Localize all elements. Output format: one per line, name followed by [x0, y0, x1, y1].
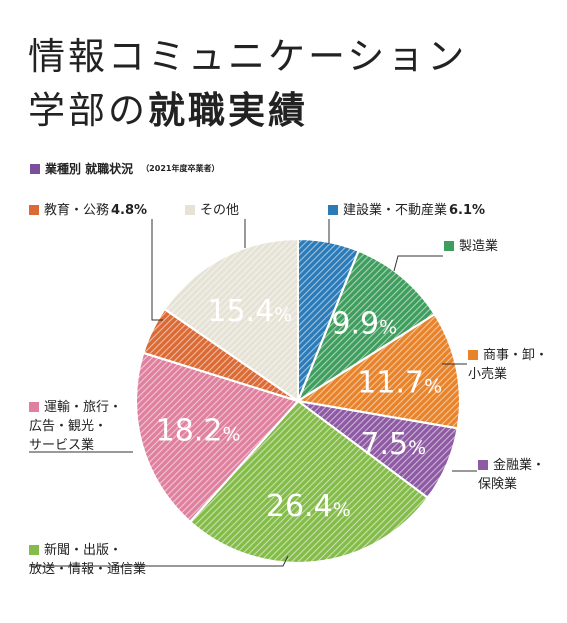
legend-label-line: 広告・観光・	[29, 419, 108, 434]
legend-entry: 新聞・出版・放送・情報・通信業	[29, 541, 146, 579]
legend-label-line: 教育・公務 4.8%	[29, 201, 147, 220]
pie-slice-hatch-7	[163, 237, 299, 403]
slice-value-label: 9.9%	[331, 306, 397, 341]
legend-label-line: 放送・情報・通信業	[29, 562, 147, 577]
legend-percent: 6.1%	[449, 203, 486, 218]
subtitle-text: 業種別 就職状況	[45, 162, 134, 176]
legend-color-square	[478, 460, 488, 470]
legend-color-square	[29, 205, 39, 215]
legend-entry: 金融業・ 保険業	[478, 456, 545, 494]
leader-line	[29, 555, 289, 567]
slice-value-label: 26.4%	[266, 489, 351, 524]
slice-value-label: 18.2%	[156, 414, 241, 449]
legend-label-line: 運輸・旅行・	[29, 398, 122, 417]
legend-entry: 建設業・不動産業 6.1%	[328, 201, 485, 220]
legend-label-line: 商事・卸・	[468, 346, 548, 365]
legend-label-line: 小売業	[468, 367, 508, 382]
legend-entry: 商事・卸・ 小売業	[468, 346, 548, 384]
leader-line	[393, 255, 443, 272]
legend-label-line: 新聞・出版・	[29, 541, 146, 560]
slice-value-label: 15.4%	[207, 294, 292, 329]
title-bold-part: 就職実績	[148, 89, 308, 132]
legend-label-line: 保険業	[478, 477, 518, 492]
pie-slice-hatch-4	[188, 399, 430, 564]
legend-color-square	[185, 205, 195, 215]
legend-color-square	[29, 545, 39, 555]
legend-label-line: サービス業	[29, 438, 95, 453]
legend-label-line: 製造業	[444, 237, 498, 256]
title-plain-part: 学部の	[28, 89, 148, 132]
legend-color-square	[468, 350, 478, 360]
legend-label-line: 金融業・	[478, 456, 545, 475]
legend-entry: その他	[185, 201, 239, 220]
legend-entry: 運輸・旅行・広告・観光・ サービス業	[29, 398, 122, 455]
pie-slice-hatch-5	[135, 351, 300, 524]
legend-color-square	[444, 241, 454, 251]
legend-color-square	[328, 205, 338, 215]
legend-label-line: その他	[185, 201, 239, 220]
legend-label-line: 建設業・不動産業 6.1%	[328, 201, 485, 220]
slice-value-label: 7.5%	[360, 427, 426, 462]
subtitle-note: （2021年度卒業者）	[141, 164, 220, 173]
slice-value-label: 11.7%	[357, 366, 442, 401]
page-title-line-1: 情報コミュニケーション	[28, 35, 468, 78]
legend-color-square	[29, 402, 39, 412]
chart-subtitle: 業種別 就職状況 （2021年度卒業者）	[30, 160, 219, 177]
legend-percent: 4.8%	[111, 203, 148, 218]
pie-slice-hatch-1	[295, 249, 437, 404]
legend-entry: 製造業	[444, 237, 498, 256]
leader-line	[151, 219, 163, 321]
legend-entry: 教育・公務 4.8%	[29, 201, 147, 220]
page-title-line-2: 学部の就職実績	[28, 92, 308, 129]
pie-slice-hatch-2	[295, 312, 461, 430]
subtitle-square-marker	[30, 163, 40, 174]
